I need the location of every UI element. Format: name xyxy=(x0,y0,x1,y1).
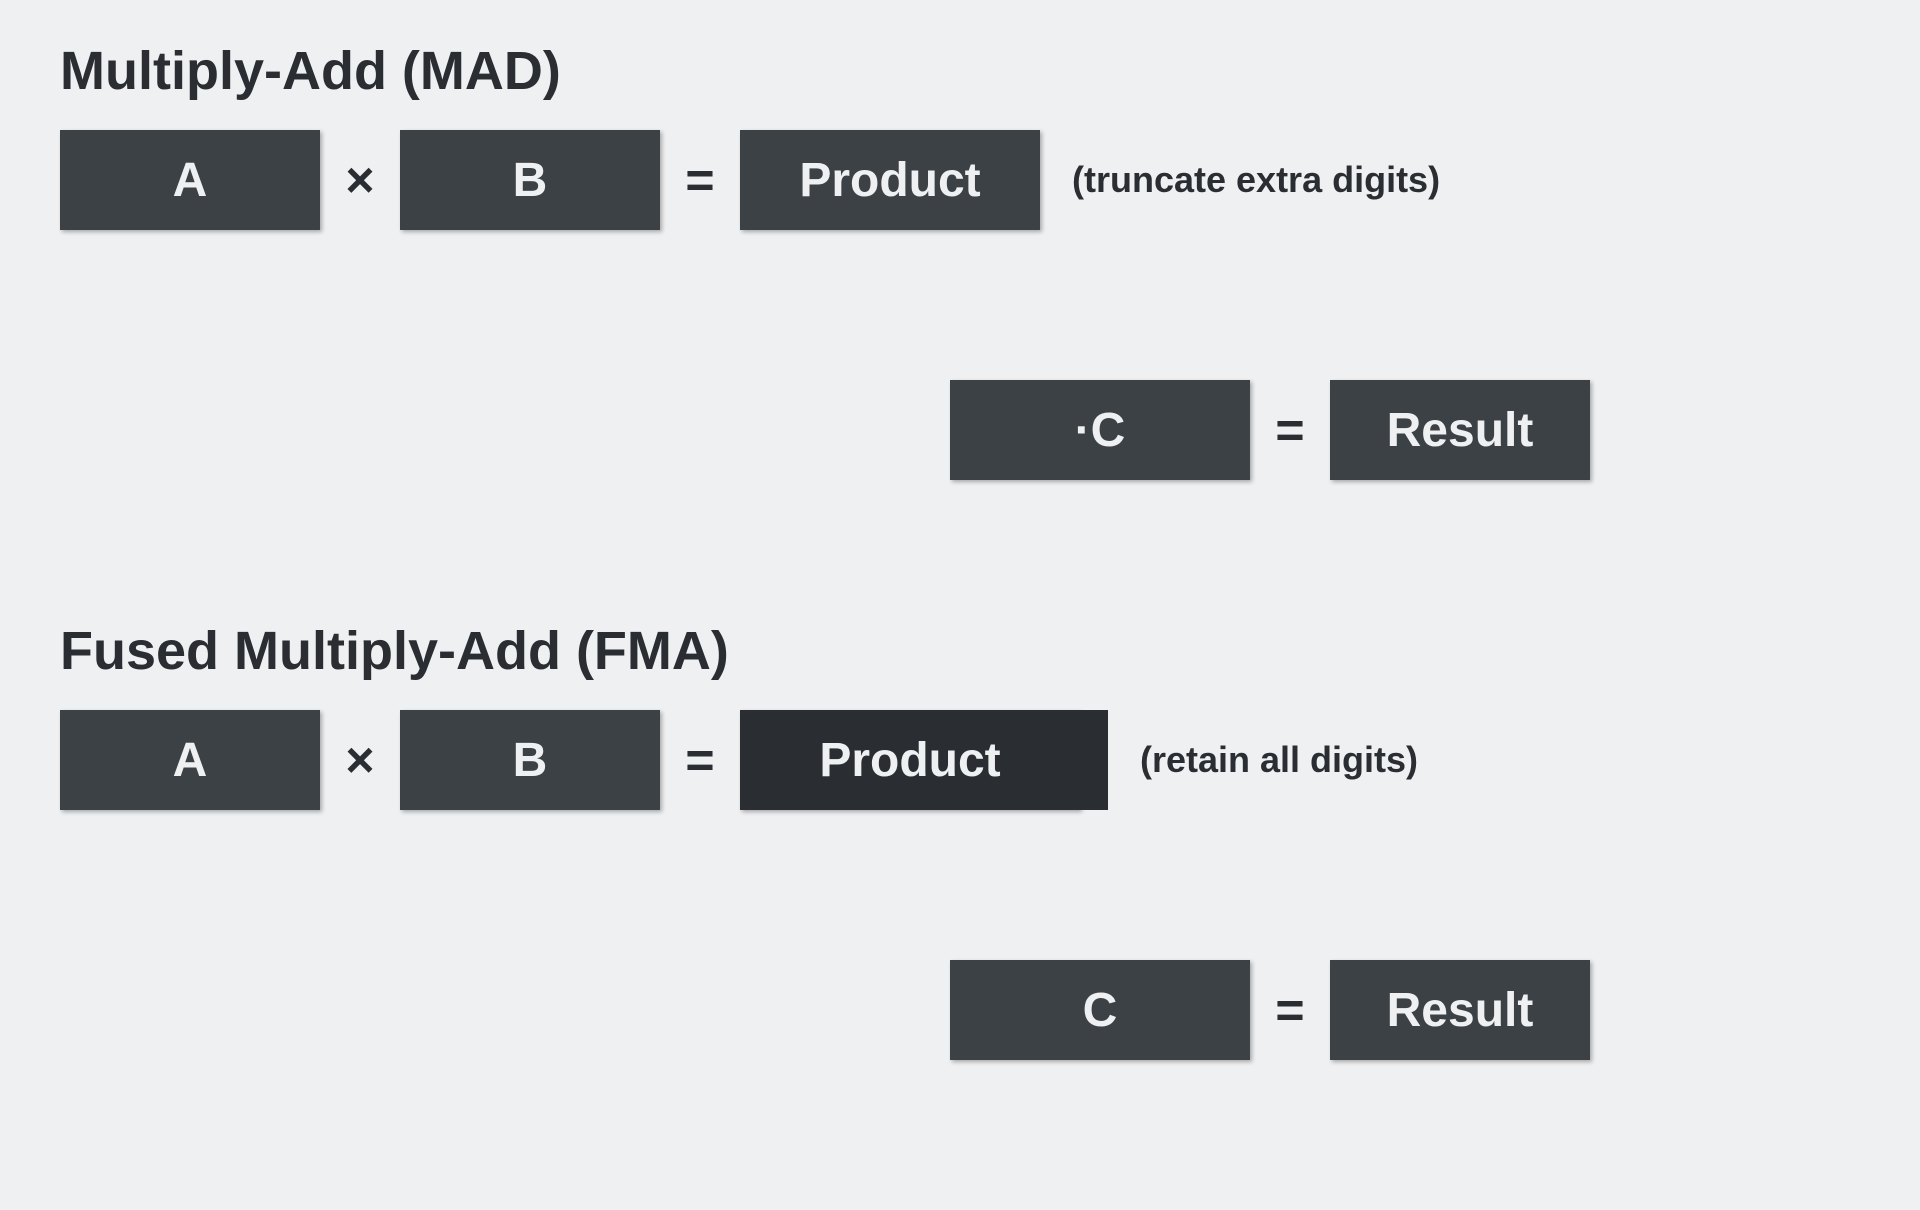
mad-title: Multiply-Add (MAD) xyxy=(60,40,1860,102)
mad-product: Product xyxy=(740,130,1040,230)
fma-product-extension xyxy=(1080,710,1108,810)
fma-result: Result xyxy=(1330,960,1590,1060)
fma-equals-op-2: = xyxy=(1250,981,1330,1039)
fma-row2: C = Result xyxy=(950,960,1860,1060)
mad-equals-op-2: = xyxy=(1250,401,1330,459)
fma-product: Product xyxy=(740,710,1080,810)
fma-row1: A × B = Product (retain all digits) xyxy=(60,710,1860,810)
fma-operand-a: A xyxy=(60,710,320,810)
fma-operand-b: B xyxy=(400,710,660,810)
fma-operand-c: C xyxy=(950,960,1250,1060)
mad-note: (truncate extra digits) xyxy=(1072,159,1440,201)
fma-title: Fused Multiply-Add (FMA) xyxy=(60,620,1860,682)
fma-section: Fused Multiply-Add (FMA) A × B = Product… xyxy=(60,620,1860,1060)
mad-result: Result xyxy=(1330,380,1590,480)
mad-row1: A × B = Product (truncate extra digits) xyxy=(60,130,1860,230)
mad-operand-b: B xyxy=(400,130,660,230)
mad-multiply-op: × xyxy=(320,151,400,209)
mad-operand-a: A xyxy=(60,130,320,230)
fma-note: (retain all digits) xyxy=(1140,739,1418,781)
fma-equals-op-1: = xyxy=(660,731,740,789)
fma-multiply-op: × xyxy=(320,731,400,789)
mad-operand-c: ·C xyxy=(950,380,1250,480)
mad-row2: ·C = Result xyxy=(950,380,1860,480)
fma-product-label: Product xyxy=(819,733,1000,788)
mad-section: Multiply-Add (MAD) A × B = Product (trun… xyxy=(60,40,1860,480)
mad-equals-op-1: = xyxy=(660,151,740,209)
